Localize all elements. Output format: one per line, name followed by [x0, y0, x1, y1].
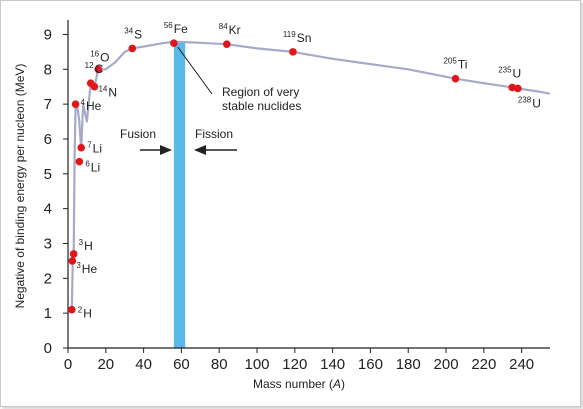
nuclide-label-u238: 238U [518, 95, 541, 110]
y-tick-label: 9 [44, 26, 52, 43]
x-tick-label: 140 [320, 356, 345, 373]
x-tick-label: 80 [211, 356, 228, 373]
fission-arrow-head [194, 145, 206, 155]
nuclide-label-li7: 7Li [87, 141, 102, 156]
nuclide-label-fe56: 56Fe [164, 21, 188, 36]
nuclide-label-n14: 14N [98, 85, 117, 100]
x-tick-label: 160 [358, 356, 383, 373]
nuclide-label-c12: 12C [85, 61, 104, 76]
y-tick-label: 8 [44, 61, 52, 78]
x-tick-label: 100 [245, 356, 270, 373]
fusion-arrow-head [160, 145, 172, 155]
nuclide-point-li7 [77, 143, 86, 152]
nuclide-label-s34: 34S [124, 26, 142, 41]
x-axis-title: Mass number (A) [253, 377, 345, 391]
nuclide-label-ti205: 205Ti [443, 57, 467, 72]
y-tick-label: 4 [44, 201, 52, 218]
x-tick-label: 240 [509, 356, 534, 373]
y-tick-label: 6 [44, 131, 52, 148]
stable-region-band [173, 41, 186, 349]
nuclide-point-kr84 [222, 40, 231, 49]
nuclide-label-u235: 235U [498, 65, 521, 80]
y-tick-label: 0 [44, 340, 52, 357]
y-tick-label: 7 [44, 96, 52, 113]
x-tick-label: 180 [396, 356, 421, 373]
binding-energy-curve [70, 40, 551, 310]
y-tick-label: 2 [44, 270, 52, 287]
nuclide-label-he4: 4He [81, 98, 102, 113]
nuclide-point-h2 [67, 305, 76, 314]
y-tick-label: 1 [44, 305, 52, 322]
x-tick-label: 120 [282, 356, 307, 373]
nuclide-label-h3: 3H [79, 238, 93, 253]
nuclide-point-o16 [94, 65, 103, 74]
nuclide-label-o16: 16O [90, 49, 109, 64]
nuclide-point-he3 [68, 257, 77, 265]
nuclide-label-sn119: 119Sn [283, 30, 311, 45]
nuclide-label-he3: 3He [76, 261, 97, 276]
x-tick-label: 20 [97, 356, 114, 373]
nuclide-point-fe56 [170, 39, 178, 47]
x-tick-label: 60 [173, 356, 190, 373]
nuclide-point-ti205 [451, 74, 460, 83]
nuclide-point-n14 [90, 82, 99, 91]
nuclide-point-u235 [508, 83, 516, 92]
y-tick-label: 3 [44, 235, 52, 252]
nuclide-label-h2: 2H [78, 306, 92, 321]
x-tick-label: 200 [434, 356, 459, 373]
region-pointer-line [177, 46, 213, 95]
fusion-label: Fusion [120, 127, 156, 141]
nuclide-point-s34 [128, 44, 137, 53]
region-label-line2: stable nuclides [222, 99, 301, 113]
x-tick-label: 0 [64, 356, 72, 373]
x-tick-label: 40 [135, 356, 152, 373]
nuclide-point-he4 [71, 100, 80, 108]
x-tick-label: 220 [471, 356, 496, 373]
nuclide-point-sn119 [289, 48, 297, 56]
nuclide-label-kr84: 84Kr [219, 22, 241, 37]
nuclide-point-u238 [514, 84, 522, 93]
region-label-line1: Region of very [222, 85, 299, 99]
nuclide-label-li6: 6Li [85, 160, 100, 175]
y-tick-label: 5 [44, 166, 52, 183]
nuclide-point-h3 [69, 250, 78, 258]
fission-label: Fission [195, 127, 233, 141]
y-axis-title: Negative of binding energy per nucleon (… [13, 64, 27, 309]
nuclide-point-li6 [75, 157, 84, 166]
